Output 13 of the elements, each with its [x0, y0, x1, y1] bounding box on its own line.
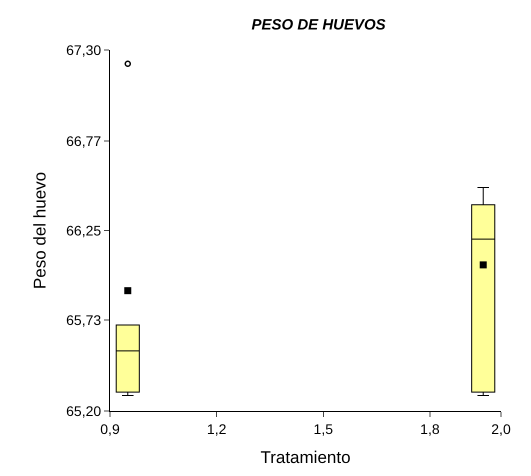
y-tick-label: 66,25	[66, 222, 102, 238]
y-axis-title: Peso del huevo	[30, 172, 50, 290]
x-tick-label: 2,0	[491, 420, 511, 437]
x-tick-label: 1,8	[420, 420, 440, 437]
y-tick-label: 67,30	[66, 42, 102, 58]
y-tick-label: 65,73	[66, 312, 102, 328]
chart-title: PESO DE HUEVOS	[252, 16, 386, 34]
y-tick-label: 65,20	[66, 402, 102, 419]
x-tick-label: 1,2	[206, 420, 227, 437]
x-axis-title: Tratamiento	[260, 448, 351, 468]
y-tick-label: 66,77	[66, 133, 102, 150]
x-tick-label: 1,5	[314, 420, 334, 437]
x-tick-label: 0,9	[100, 420, 120, 437]
